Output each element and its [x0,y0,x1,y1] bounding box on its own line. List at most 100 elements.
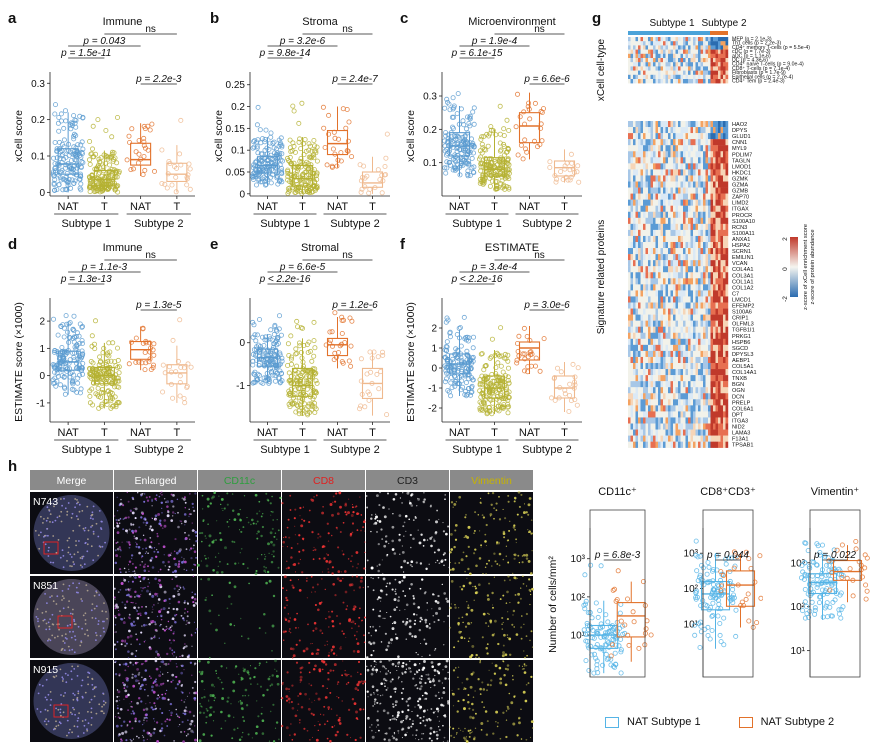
data-point [306,141,312,147]
heatmap-cell-celltype [718,74,721,80]
heatmap-cell-protein [635,423,639,430]
heatmap-cell-protein [690,248,694,255]
heatmap-cell-protein [690,363,694,370]
data-point [377,177,383,183]
data-point [497,148,503,154]
heatmap-cell-protein [673,350,676,358]
heatmap-cell-protein [660,266,664,273]
heatmap-cell-protein [645,387,649,394]
heatmap-cell-protein [693,302,696,309]
heatmap-cell-protein [658,356,661,364]
heatmap-cell-protein [678,127,681,134]
heatmap-cell-protein [675,211,679,218]
heatmap-cell-celltype [653,74,656,80]
heatmap-cell-protein [633,217,636,225]
data-point [527,116,533,122]
data-point [52,111,58,117]
heatmap-cell-protein [708,308,711,315]
heatmap-cell-protein [690,229,694,237]
heatmap-cell-celltype [705,49,709,54]
data-point [98,186,104,192]
data-point [256,363,262,369]
heatmap-cell-protein [698,193,701,200]
heatmap-cell-protein [670,387,674,394]
heatmap-cell-protein [640,260,644,267]
heatmap-cell-protein [635,127,639,134]
data-point [520,156,526,162]
heatmap-cell-protein [673,187,676,194]
heatmap-cell-protein [723,151,726,158]
heatmap-cell-protein [665,350,669,358]
data-point [95,392,101,398]
heatmap-cell-protein [678,242,681,249]
heatmap-cell-protein [678,302,681,309]
data-point [498,363,504,369]
heatmap-cell-protein [690,169,694,176]
data-point [76,333,82,339]
x-tick-label: T [101,201,108,213]
heatmap-cell-protein [698,266,701,273]
heatmap-cell-protein [685,350,689,358]
heatmap-cell-protein [645,411,649,418]
data-point [477,377,483,383]
heatmap-cell-protein [688,387,691,394]
heatmap-cell-protein [705,133,709,140]
heatmap-cell-protein [645,121,649,128]
heatmap-cell-protein [673,235,676,243]
heatmap-cell-celltype [628,79,631,84]
heatmap-cell-protein [705,242,709,249]
heatmap-cell-protein [683,356,686,364]
heatmap-cell-protein [678,320,681,327]
heatmap-cell-protein [710,229,714,237]
heatmap-cell-protein [658,248,661,255]
heatmap-cell-protein [660,242,664,249]
data-point [296,394,302,400]
y-axis-label: ESTIMATE score (×1000) [405,302,417,422]
heatmap-cell-protein [653,229,656,237]
heatmap-cell-protein [680,308,684,315]
data-point [362,404,368,410]
heatmap-cell-protein [698,163,701,170]
heatmap-cell-protein [668,175,671,182]
data-point [173,369,179,375]
heatmap-cell-celltype [720,41,724,46]
box-iqr [518,112,541,144]
heatmap-cell-protein [663,332,666,339]
data-point [485,375,491,381]
heatmap-cell-protein [688,187,691,194]
data-point [56,172,62,178]
heatmap-cell-protein [675,133,679,140]
heatmap-cell-protein [673,411,676,418]
heatmap-cell-protein [628,266,631,273]
heatmap-cell-protein [638,320,641,327]
heatmap-cell-protein [725,350,729,358]
data-point [454,332,460,338]
comparison-label: p = 6.6e-6 [523,74,570,85]
heatmap-cell-protein [675,121,679,128]
heatmap-cell-protein [725,242,729,249]
y-tick-label: -1 [236,381,245,392]
heatmap-cell-protein [673,254,676,261]
heatmap-cell-protein [663,163,666,170]
heatmap-cell-protein [655,260,659,267]
heatmap-cell-protein [708,193,711,200]
heatmap-cell-celltype [713,49,716,54]
heatmap-cell-protein [713,411,716,418]
heatmap-cell-protein [628,199,631,206]
heatmap-cell-protein [660,302,664,309]
heatmap-cell-protein [635,175,639,182]
data-point [470,140,476,146]
heatmap-cell-protein [713,127,716,134]
heatmap-cell-celltype [685,37,689,42]
heatmap-cell-protein [678,332,681,339]
heatmap-cell-protein [718,151,721,158]
heatmap-cell-protein [683,133,686,140]
data-point [254,139,260,145]
heatmap-cell-protein [673,363,676,370]
heatmap-cell-protein [703,308,706,315]
heatmap-cell-protein [705,417,709,424]
data-point [71,180,77,186]
data-point [443,355,449,361]
heatmap-cell-protein [633,175,636,182]
heatmap-cell-celltype [698,58,701,63]
